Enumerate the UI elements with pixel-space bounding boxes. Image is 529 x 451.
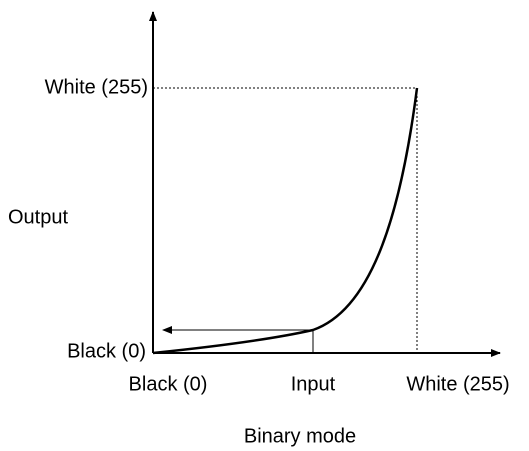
- y-label: White (255): [45, 76, 148, 98]
- caption: Binary mode: [244, 425, 356, 447]
- x-label: Input: [291, 373, 336, 395]
- x-label: Black (0): [129, 373, 208, 395]
- y-label: Output: [8, 206, 68, 228]
- curve: [152, 87, 419, 355]
- x-label: White (255): [406, 373, 509, 395]
- y-label: Black (0): [67, 340, 146, 362]
